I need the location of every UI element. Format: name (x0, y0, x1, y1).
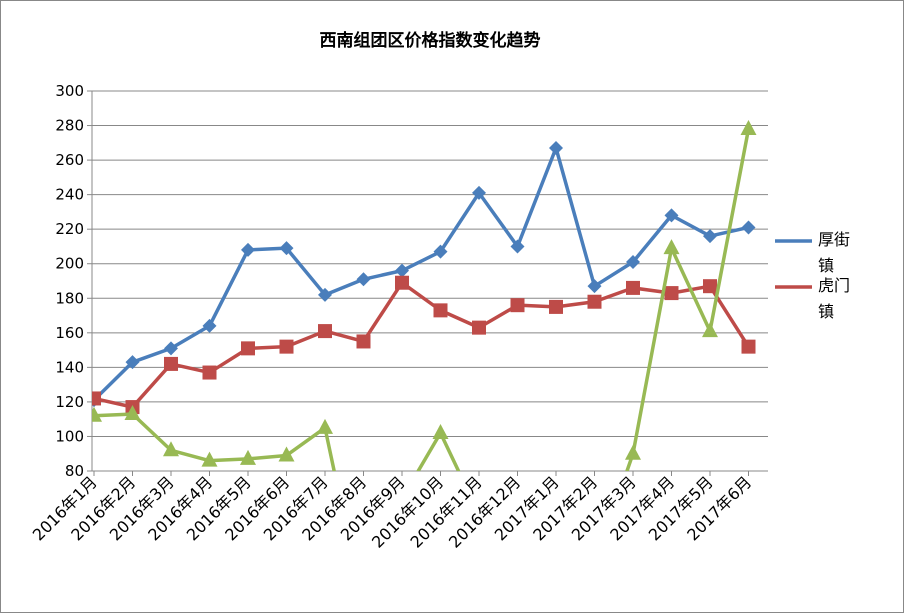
plot-area (92, 120, 757, 471)
point (201, 451, 218, 467)
point (241, 341, 255, 356)
point (124, 405, 141, 420)
point (356, 334, 371, 349)
point (510, 298, 525, 313)
point (163, 441, 179, 457)
y-tick-label: 260 (55, 151, 84, 169)
point (202, 365, 217, 380)
point (279, 241, 294, 256)
legend-label: 厚街镇 (818, 230, 851, 275)
point (318, 287, 332, 302)
y-tick-label: 80 (65, 462, 84, 480)
y-tick-label: 280 (55, 117, 84, 135)
point (279, 339, 294, 354)
point (432, 424, 449, 439)
point (587, 294, 602, 309)
point (125, 355, 140, 370)
point (626, 280, 640, 295)
point (663, 239, 680, 255)
point (740, 120, 757, 135)
y-tick-label: 160 (55, 324, 84, 342)
legend-label: 虎门镇 (818, 276, 851, 321)
y-tick-label: 100 (55, 427, 84, 445)
y-tick-label: 120 (55, 393, 84, 411)
point (703, 229, 717, 244)
y-tick-label: 200 (55, 255, 84, 273)
point (703, 279, 717, 294)
y-tick-label: 240 (55, 186, 84, 204)
point (510, 239, 525, 254)
y-tick-label: 220 (55, 220, 84, 238)
point (741, 220, 756, 235)
point (164, 356, 178, 371)
point (240, 449, 256, 465)
point (318, 324, 332, 339)
point (202, 318, 217, 333)
point (625, 444, 641, 460)
point (549, 299, 563, 314)
point (92, 391, 101, 406)
point (587, 279, 602, 294)
series-line (92, 146, 749, 402)
point (164, 341, 178, 356)
point (241, 242, 255, 257)
point (433, 244, 448, 259)
point (664, 286, 679, 301)
point (356, 272, 371, 287)
point (317, 418, 333, 434)
point (472, 185, 486, 200)
point (395, 275, 409, 290)
point (278, 446, 295, 462)
series-line (93, 128, 751, 471)
chart-title: 西南组团区价格指数变化趋势 (320, 30, 541, 51)
point (664, 208, 679, 223)
point (433, 303, 448, 318)
point (549, 141, 563, 155)
y-tick-label: 180 (55, 289, 84, 307)
point (626, 255, 640, 269)
y-tick-label: 140 (55, 358, 84, 376)
point (702, 322, 718, 338)
point (741, 339, 756, 354)
point (92, 406, 102, 422)
point (395, 263, 409, 278)
y-tick-label: 300 (55, 82, 84, 100)
point (472, 320, 486, 335)
